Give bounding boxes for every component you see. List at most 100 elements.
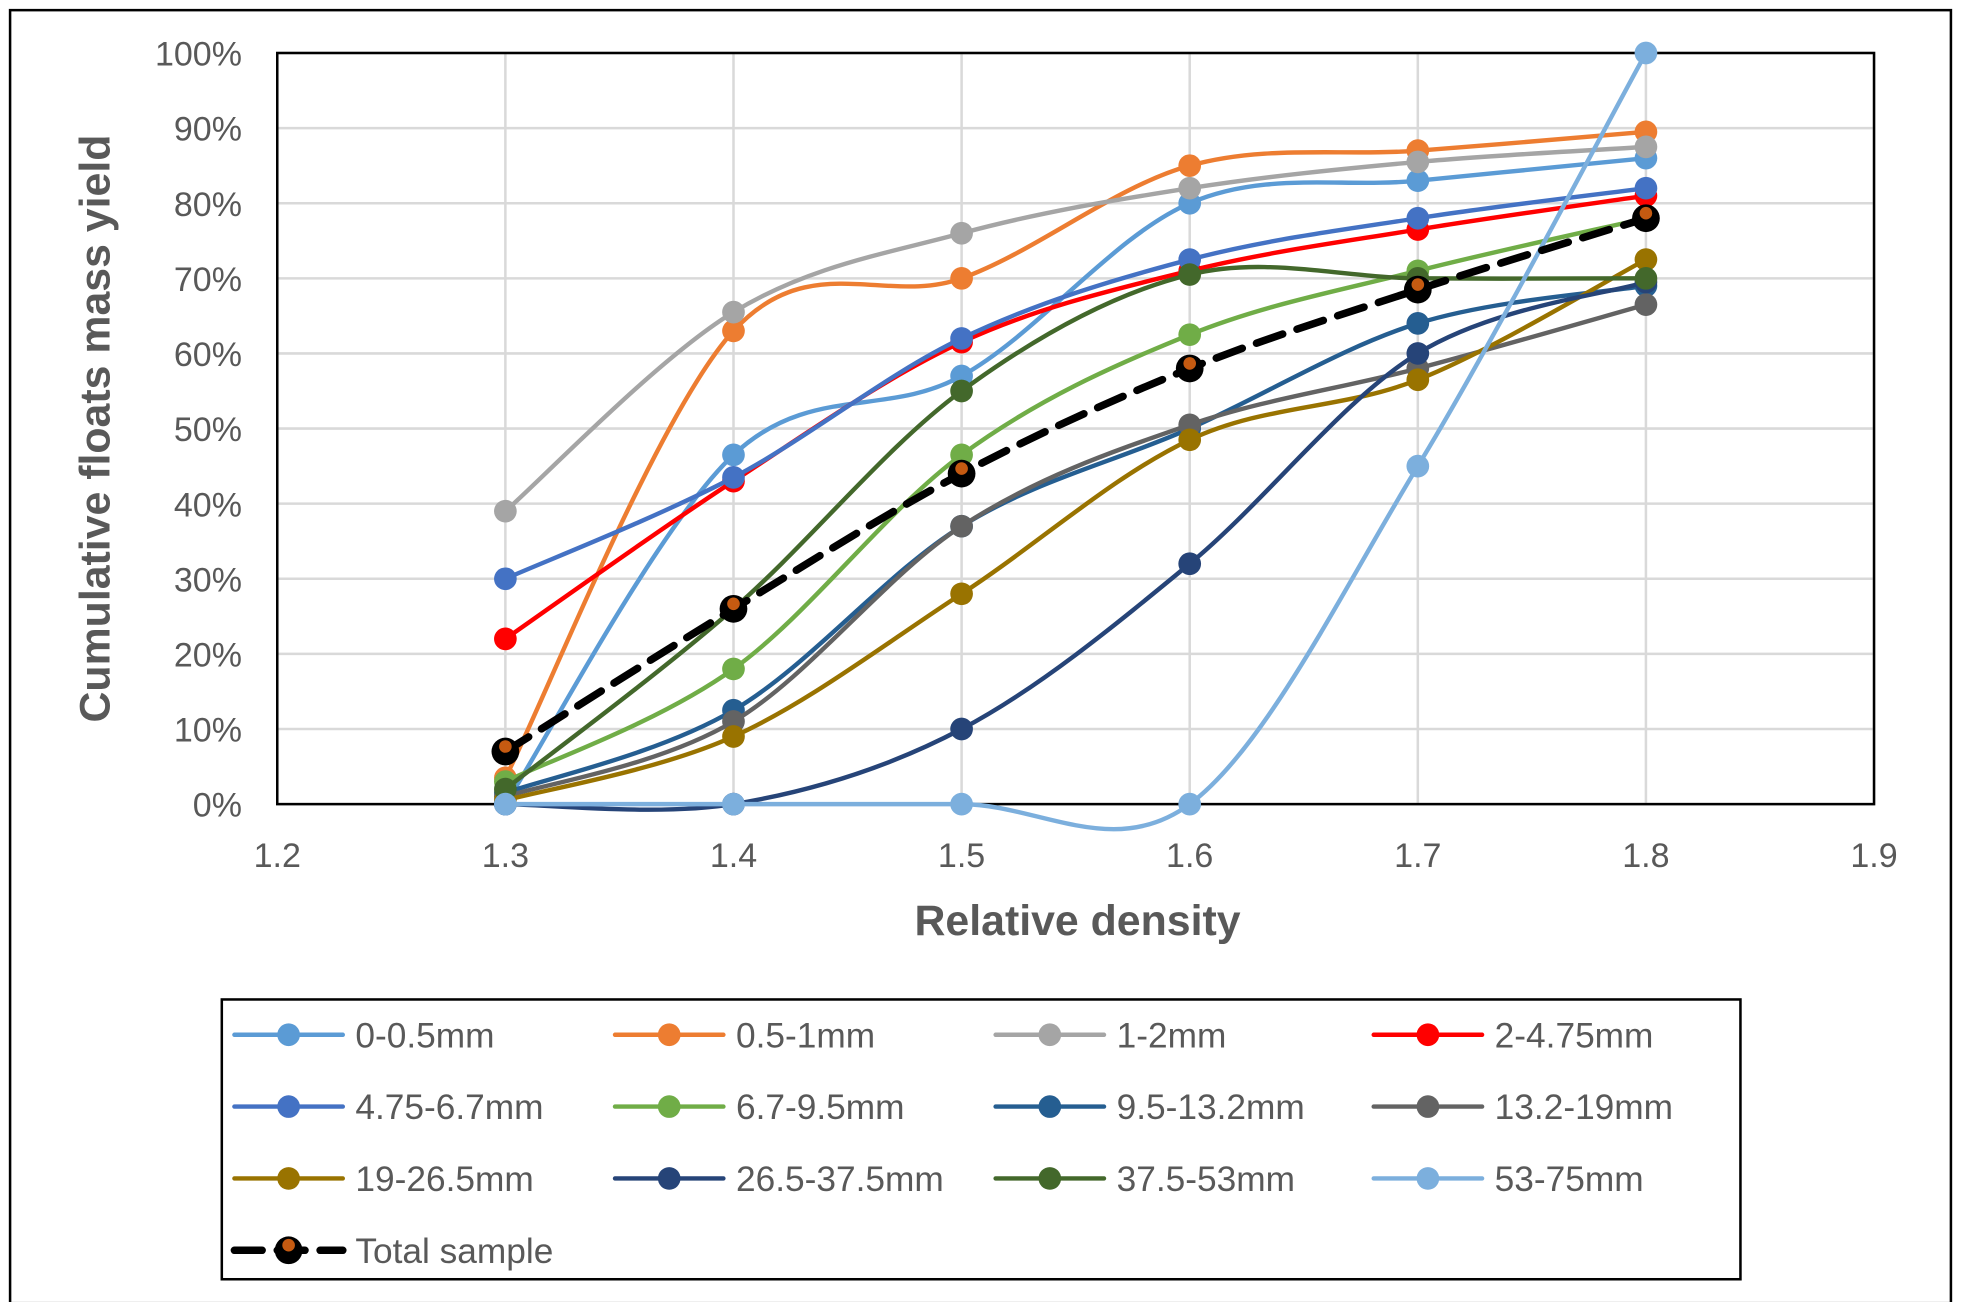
- tick-labels: 1.2 1.3 1.4 1.5 1.6 1.7 1.8 1.9 0% 10% 20% 30% 40% 50…: [155, 36, 1898, 876]
- legend-marker: [1416, 1095, 1440, 1118]
- y-tick-label: 30%: [174, 561, 242, 599]
- x-tick-label: 1.4: [710, 837, 757, 875]
- x-tick-label: 1.7: [1394, 837, 1441, 875]
- data-point: [950, 221, 973, 245]
- legend-marker: [1038, 1095, 1062, 1118]
- legend-label: 1-2mm: [1117, 1016, 1227, 1055]
- legend-marker: [1416, 1023, 1440, 1047]
- data-point: [1406, 342, 1430, 365]
- x-tick-label: 1.2: [254, 837, 301, 875]
- data-point: [722, 725, 745, 748]
- series-line: [503, 283, 1649, 796]
- data-point: [1178, 792, 1202, 816]
- data-point-inner: [1183, 357, 1197, 370]
- legend-marker: [1416, 1167, 1440, 1190]
- x-axis-label: Relative density: [914, 897, 1240, 945]
- legend-label: 13.2-19mm: [1495, 1088, 1673, 1127]
- data-point: [1178, 263, 1202, 286]
- data-point: [1634, 41, 1658, 65]
- legend-marker: [277, 1167, 300, 1190]
- legend-label: Total sample: [355, 1232, 553, 1271]
- legend-marker: [657, 1167, 681, 1190]
- data-point: [1178, 176, 1202, 200]
- y-tick-label: 20%: [174, 637, 242, 675]
- data-point: [950, 443, 973, 467]
- legend-item: 37.5-53mm: [993, 1160, 1295, 1199]
- data-point-inner: [955, 462, 968, 475]
- data-point: [950, 582, 973, 606]
- y-tick-label: 10%: [174, 712, 242, 750]
- data-point: [722, 657, 745, 681]
- data-point: [1634, 176, 1658, 200]
- legend-marker: [657, 1023, 681, 1047]
- data-point: [722, 466, 745, 489]
- legend-label: 2-4.75mm: [1495, 1016, 1654, 1055]
- x-tick-label: 1.3: [482, 837, 529, 875]
- data-point: [494, 499, 517, 523]
- data-point: [722, 300, 745, 324]
- data-point: [950, 379, 973, 403]
- legend-label: 9.5-13.2mm: [1117, 1088, 1305, 1127]
- legend-label: 0.5-1mm: [736, 1016, 875, 1055]
- legend-label: 4.75-6.7mm: [355, 1088, 543, 1127]
- legend-label: 19-26.5mm: [355, 1160, 533, 1199]
- data-point: [1634, 135, 1658, 159]
- data-point: [1634, 266, 1658, 290]
- y-tick-label: 70%: [174, 261, 242, 299]
- legend-label: 37.5-53mm: [1117, 1160, 1295, 1199]
- legend-marker: [1038, 1023, 1062, 1047]
- y-tick-label: 90%: [174, 111, 242, 149]
- data-point: [1634, 293, 1658, 316]
- plot-area-border: [276, 51, 1876, 806]
- data-point: [494, 627, 517, 651]
- y-tick-label: 80%: [174, 186, 242, 224]
- y-tick-label: 60%: [174, 336, 242, 374]
- y-tick-label: 100%: [155, 36, 242, 74]
- y-tick-label: 40%: [174, 486, 242, 524]
- data-point-inner: [499, 740, 512, 753]
- legend-marker: [657, 1095, 681, 1118]
- legend-item: 0.5-1mm: [612, 1016, 875, 1055]
- data-point: [1406, 312, 1430, 335]
- series-line: [503, 193, 1649, 642]
- data-point-inner: [1411, 278, 1425, 291]
- legend-label: 0-0.5mm: [355, 1016, 494, 1055]
- legend-item: 0-0.5mm: [232, 1016, 495, 1055]
- series-total-sample: [491, 204, 1660, 766]
- data-point: [494, 567, 517, 591]
- data-point: [494, 792, 517, 816]
- data-point: [722, 443, 745, 467]
- legend-item: 53-75mm: [1371, 1160, 1644, 1199]
- series-lines: [491, 41, 1660, 832]
- data-point: [1178, 552, 1202, 576]
- y-tick-label: 0%: [193, 787, 242, 825]
- legend-marker-inner: [282, 1238, 295, 1252]
- data-point: [950, 266, 973, 290]
- y-axis-label: Cumulative floats mass yield: [72, 135, 120, 723]
- legend: 0-0.5mm 0.5-1mm 1-2mm 2-4.75mm 4.75-6.7mm 6.7…: [230, 1016, 1673, 1271]
- legend-item: 6.7-9.5mm: [612, 1088, 905, 1127]
- series-line: [501, 214, 1650, 756]
- legend-item: 1-2mm: [993, 1016, 1227, 1055]
- data-point: [950, 514, 973, 538]
- data-point: [1406, 206, 1430, 230]
- data-point: [950, 717, 973, 741]
- series-line: [503, 257, 1649, 803]
- legend-item: Total sample: [230, 1232, 553, 1271]
- data-point: [722, 792, 745, 816]
- legend-item: 19-26.5mm: [232, 1160, 534, 1199]
- series-line: [503, 216, 1649, 784]
- legend-label: 6.7-9.5mm: [736, 1088, 905, 1127]
- x-tick-label: 1.8: [1622, 837, 1669, 875]
- data-point: [1406, 150, 1430, 174]
- y-tick-label: 50%: [174, 411, 242, 449]
- data-point: [1406, 368, 1430, 392]
- series-53-75mm: [494, 41, 1658, 832]
- series-1-2mm: [494, 135, 1658, 523]
- legend-item: 2-4.75mm: [1371, 1016, 1654, 1055]
- data-point: [722, 319, 745, 343]
- series-line: [503, 144, 1649, 514]
- legend-item: 26.5-37.5mm: [612, 1160, 944, 1199]
- series-line: [503, 302, 1649, 799]
